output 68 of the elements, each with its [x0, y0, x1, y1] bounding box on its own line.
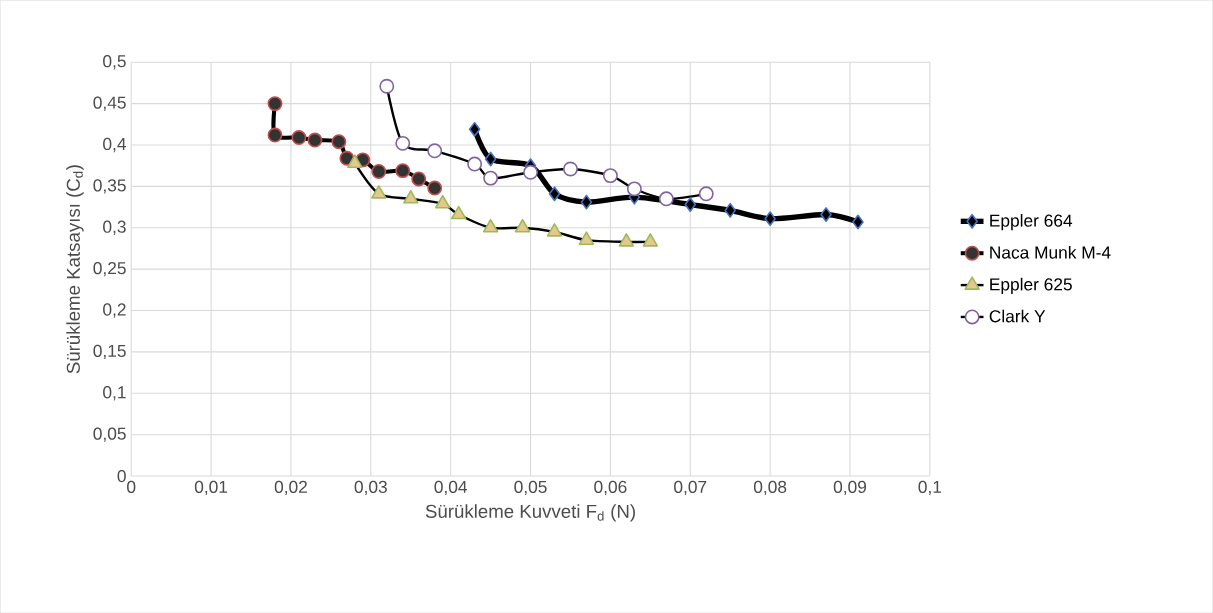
y-tick-label: 0,15 — [93, 344, 126, 359]
point — [307, 132, 323, 148]
y-tick-label: 0,3 — [103, 220, 126, 235]
point — [395, 135, 411, 151]
y-tick-label: 0,2 — [103, 303, 126, 318]
point — [658, 191, 674, 207]
point — [548, 186, 561, 202]
point — [371, 163, 387, 179]
point — [618, 232, 635, 247]
point — [267, 96, 283, 111]
y-axis-title: Sürükleme Katsayısı (C$_{d}$) — [66, 165, 84, 374]
point — [427, 180, 443, 196]
y-tick-label: 0,05 — [93, 427, 126, 442]
x-tick-label: 0,08 — [753, 480, 787, 495]
x-tick-label: 0,02 — [274, 480, 307, 495]
point — [427, 143, 443, 159]
point — [482, 218, 499, 233]
x-tick-label: 0,06 — [594, 480, 627, 495]
x-tick-label: 0,03 — [354, 480, 387, 495]
legend-label: Clark Y — [989, 309, 1046, 323]
point — [434, 194, 451, 209]
y-tick-label: 0 — [117, 469, 126, 483]
point — [602, 168, 618, 183]
point — [724, 202, 736, 218]
x-tick-label: 0,05 — [514, 480, 547, 495]
point — [331, 134, 347, 150]
point — [626, 181, 642, 197]
point — [514, 218, 531, 233]
legend-label: Naca Munk M-4 — [990, 245, 1111, 259]
x-tick-label: 0,07 — [674, 480, 707, 495]
point — [347, 154, 363, 168]
y-tick-label: 0,25 — [93, 261, 126, 277]
point — [523, 164, 539, 180]
point — [467, 156, 483, 172]
point — [563, 161, 578, 177]
y-tick-label: 0,1 — [103, 386, 126, 401]
point — [371, 184, 387, 199]
point — [468, 121, 481, 137]
legend-label: Eppler 625 — [990, 277, 1072, 294]
point — [291, 129, 307, 145]
point — [546, 222, 563, 237]
y-tick-label: 0,4 — [103, 137, 127, 153]
point — [764, 211, 776, 226]
x-tick-label: 0 — [127, 480, 136, 493]
point — [684, 197, 697, 212]
point — [820, 206, 832, 222]
x-tick-label: 0,01 — [194, 480, 228, 495]
point — [578, 231, 595, 245]
y-tick-label: 0,5 — [103, 54, 126, 70]
point — [580, 194, 593, 210]
point — [411, 171, 427, 187]
x-tick-label: 0,04 — [434, 480, 468, 495]
x-tick-label: 0,1 — [918, 480, 942, 495]
point — [852, 214, 864, 230]
point — [642, 232, 659, 247]
y-tick-label: 0,35 — [93, 179, 126, 194]
point — [484, 151, 497, 167]
point — [450, 205, 467, 220]
x-axis-title: Sürükleme Kuvveti F$_{d}$ (N) — [425, 504, 635, 522]
y-tick-label: 0,45 — [93, 96, 126, 111]
point — [395, 163, 411, 178]
point — [698, 186, 714, 202]
point — [267, 127, 283, 143]
point — [379, 78, 395, 94]
x-tick-label: 0,09 — [833, 480, 867, 495]
legend-label: Eppler 664 — [990, 213, 1073, 231]
point — [403, 189, 419, 204]
point — [483, 170, 499, 186]
